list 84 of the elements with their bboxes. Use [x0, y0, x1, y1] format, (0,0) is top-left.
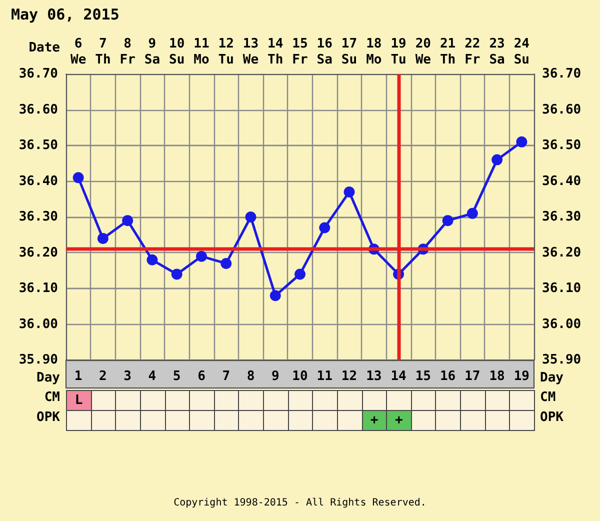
text: Day: [540, 370, 564, 386]
point: [122, 215, 134, 226]
y-tick-label: CM: [43, 390, 60, 407]
point: [516, 136, 528, 148]
x2-tick-label: 4: [148, 369, 156, 384]
x2-axis-title: Day: [36, 370, 60, 386]
text: +: [395, 413, 403, 428]
x-tick-label: 13 We: [242, 36, 259, 68]
x-tick-label: 23 Sa: [489, 36, 506, 68]
x-tick-label: 6 We: [70, 36, 86, 68]
y-tick-label: 36.40: [18, 174, 58, 189]
x-tick-label: 15 Fr: [292, 36, 308, 68]
x-tick-label: 19 Tu: [390, 36, 406, 68]
y2-tick-label: 36.30: [542, 210, 582, 224]
point: [442, 215, 454, 226]
x-tick-label: 17 Su: [341, 36, 358, 68]
x-axis-title: Date: [28, 40, 60, 56]
y-tick-label: 36.70: [18, 66, 58, 82]
y-tick-label: OPK: [36, 410, 60, 427]
x2-tick-label: 8: [246, 369, 255, 384]
point: [245, 212, 256, 222]
x-tick-label: 18 Mo: [366, 36, 382, 68]
x-tick-label: 10 Su: [169, 36, 185, 68]
x2-tick-label: 7: [222, 369, 230, 384]
x2-tick-label: 13: [366, 369, 382, 384]
x-tick-label: 24 Su: [514, 36, 530, 68]
x2-tick-label: 19: [514, 369, 530, 384]
y2-tick-label: OPK: [540, 410, 564, 427]
x2-tick-label: 5: [172, 369, 181, 384]
x2-tick-label: 17: [464, 369, 480, 384]
y-tick-label: 36.50: [18, 138, 58, 153]
x-tick-label: 22 Fr: [464, 36, 480, 68]
point: [492, 154, 503, 166]
y-tick-label: 36.20: [18, 245, 58, 260]
chart-title: May 06, 2015: [11, 6, 120, 24]
point: [466, 208, 478, 219]
text: Copyright 1998-2015 - All Rights Reserved.: [174, 498, 426, 508]
x2-tick-label: 6: [198, 369, 206, 384]
x2-tick-label: 1: [74, 369, 82, 384]
y-tick-label: 35.90: [18, 352, 58, 368]
x-tick-label: 12 Tu: [218, 36, 234, 68]
point: [270, 290, 281, 302]
y-tick-label: 36.00: [18, 316, 58, 332]
x2-tick-label: 3: [124, 369, 132, 384]
point: [294, 268, 306, 280]
y2-tick-label: 36.50: [542, 138, 582, 153]
point: [344, 186, 355, 198]
x2-tick-label: 14: [390, 369, 407, 384]
y2-tick-label: 36.20: [542, 245, 582, 260]
y-tick-label: 36.60: [18, 102, 58, 118]
y2-tick-label: 36.00: [542, 316, 582, 332]
point: [171, 268, 182, 280]
x2-tick-label: 11: [316, 369, 333, 384]
text: L: [74, 393, 83, 408]
x-tick-label: 20 We: [415, 36, 432, 68]
y-tick-label: 36.10: [18, 281, 58, 296]
x2-tick-label: 10: [292, 369, 308, 384]
y2-tick-label: 36.60: [542, 102, 582, 118]
y2-tick-label: CM: [540, 390, 557, 407]
text: +: [370, 413, 378, 428]
x2-tick-label: 15: [415, 369, 431, 384]
point: [196, 250, 207, 262]
x2-tick-label: 9: [271, 369, 280, 384]
point: [220, 258, 232, 269]
x-tick-label: 21 Th: [440, 36, 456, 68]
x2-tick-label: 16: [440, 369, 456, 384]
point: [97, 232, 108, 244]
x-tick-label: 16 Sa: [316, 36, 333, 68]
x2-tick-label: 2: [99, 369, 107, 384]
y2-tick-label: 36.10: [542, 281, 582, 296]
x2-tick-label: 18: [489, 369, 506, 384]
x-tick-label: 8 Fr: [120, 36, 136, 68]
x2-tick-label: 12: [341, 369, 358, 384]
point: [72, 172, 84, 184]
y-tick-label: 36.30: [18, 210, 58, 224]
y2-tick-label: 36.70: [542, 66, 582, 82]
x-tick-label: 9 Sa: [144, 36, 160, 68]
x-tick-label: 11 Mo: [194, 36, 210, 68]
y2-tick-label: 35.90: [542, 352, 582, 368]
point: [146, 254, 158, 266]
y2-tick-label: 36.40: [542, 174, 582, 189]
point: [319, 222, 330, 234]
x-tick-label: 14 Th: [268, 36, 284, 68]
x-tick-label: 7 Th: [95, 36, 111, 68]
